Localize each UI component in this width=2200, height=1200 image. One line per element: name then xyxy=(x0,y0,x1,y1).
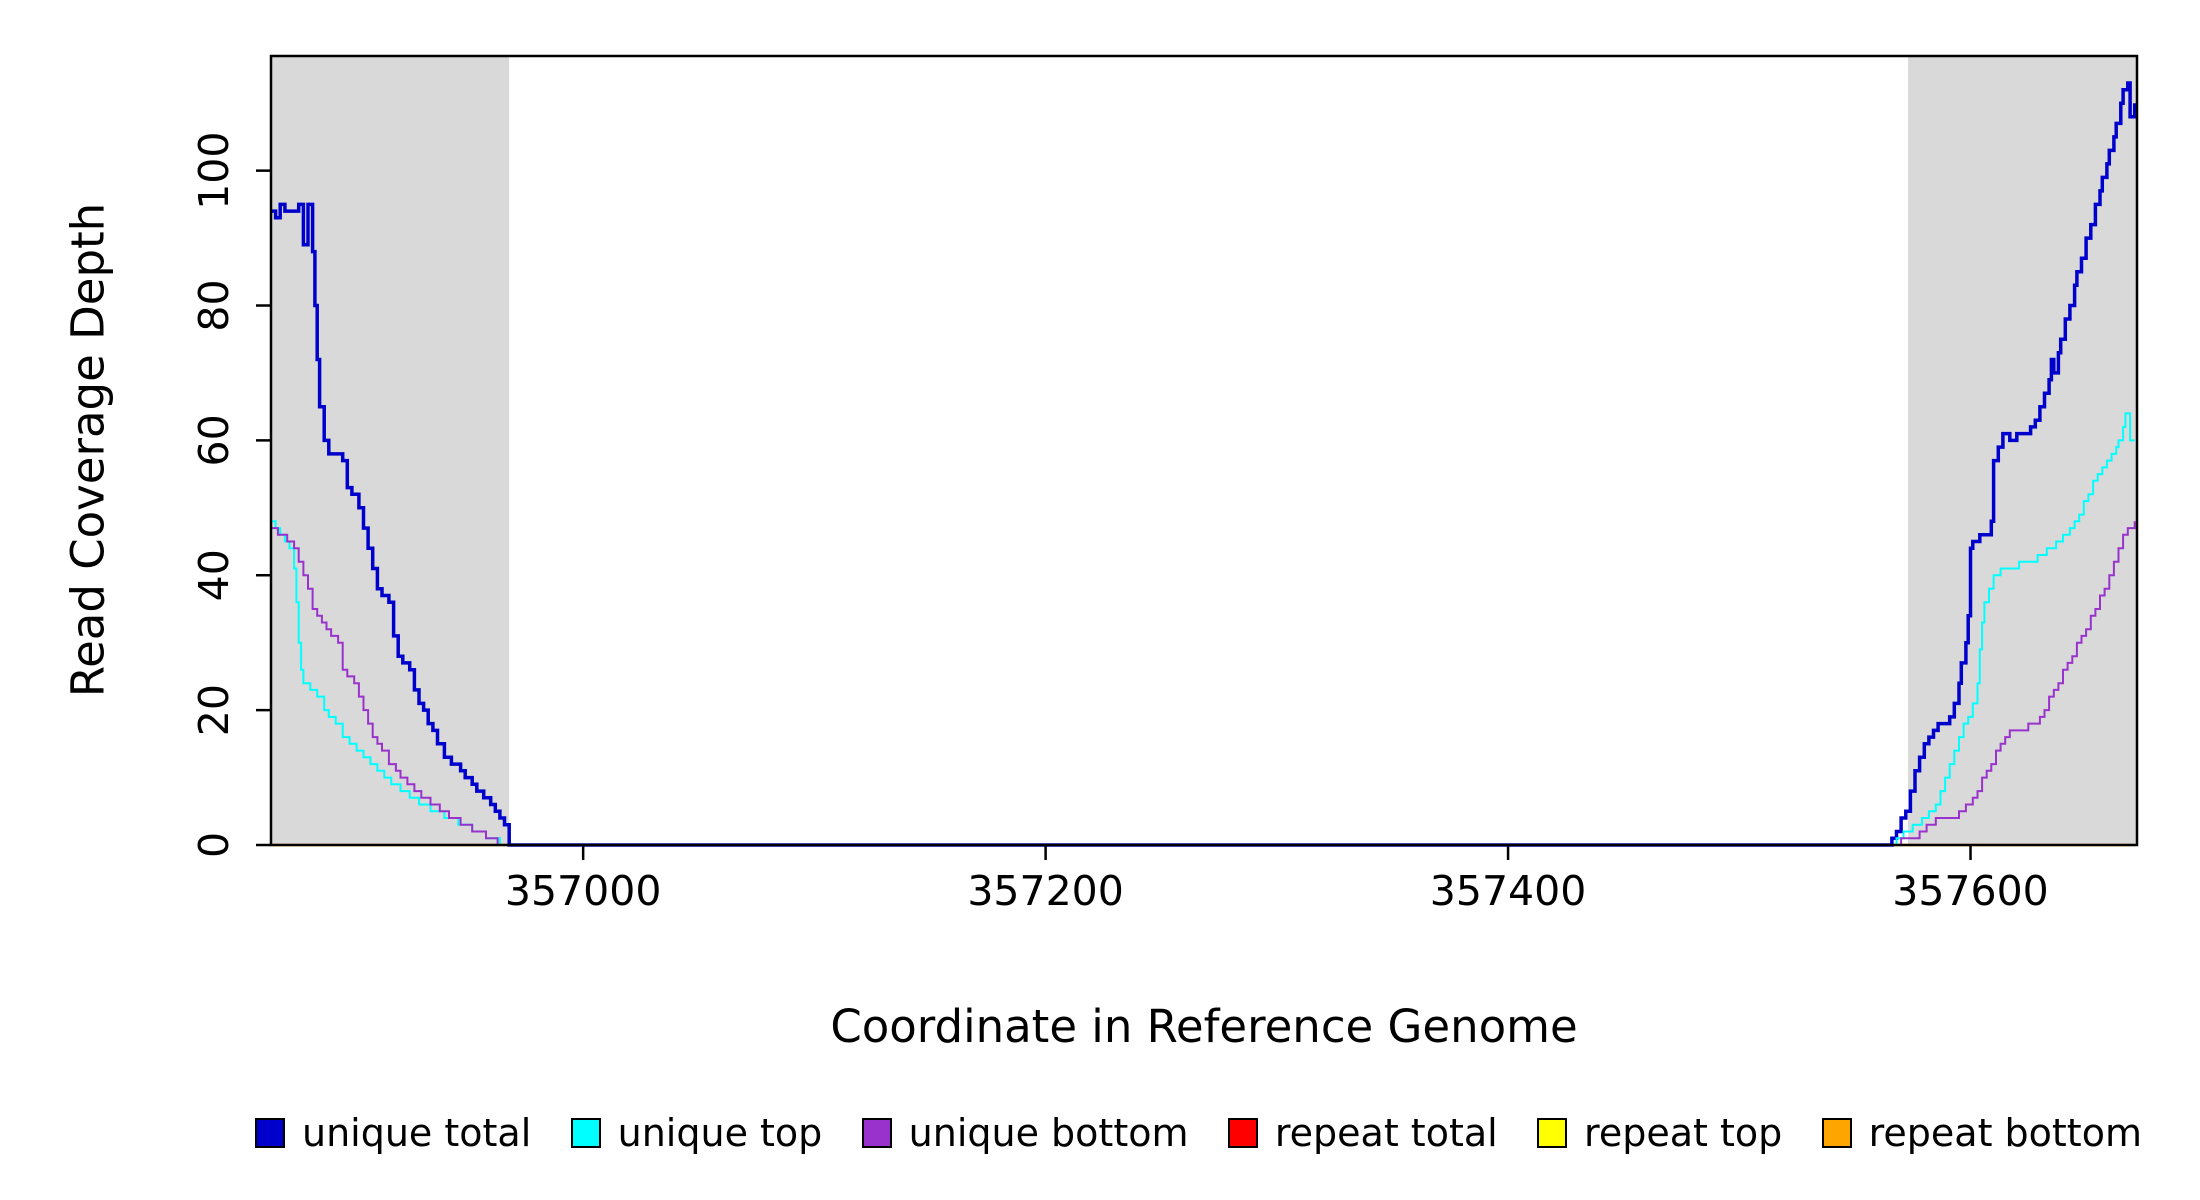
x-tick-label: 357200 xyxy=(967,867,1124,915)
series-line-unique-bottom xyxy=(271,521,2136,846)
legend-label: repeat top xyxy=(1584,1111,1783,1155)
legend-item-repeat-total: repeat total xyxy=(1227,1109,1498,1157)
legend-swatch xyxy=(861,1118,892,1148)
legend-label: repeat total xyxy=(1274,1111,1498,1155)
legend-item-unique-bottom: unique bottom xyxy=(861,1109,1189,1157)
series-line-unique-top xyxy=(271,412,2135,846)
x-axis-title: Coordinate in Reference Genome xyxy=(830,1000,1578,1053)
legend-label: repeat bottom xyxy=(1868,1111,2142,1155)
legend-label: unique top xyxy=(617,1111,823,1155)
y-tick-label: 80 xyxy=(190,279,238,331)
x-tick-label: 357400 xyxy=(1430,867,1587,915)
x-tick-label: 357600 xyxy=(1892,867,2049,915)
legend-swatch xyxy=(255,1118,285,1148)
legend-swatch xyxy=(1821,1118,1852,1148)
plot-border xyxy=(269,54,2139,847)
series-line-unique-total xyxy=(271,81,2137,847)
y-axis-title: Read Coverage Depth xyxy=(61,202,115,698)
x-tick-label: 357000 xyxy=(505,867,662,915)
legend-swatch xyxy=(570,1118,601,1148)
legend-item-repeat-top: repeat top xyxy=(1537,1109,1782,1157)
y-tick-label: 0 xyxy=(190,832,238,858)
legend: unique total unique top unique bottom repea… xyxy=(255,1109,2142,1157)
legend-swatch xyxy=(1537,1118,1568,1148)
legend-swatch xyxy=(1227,1118,1258,1148)
y-tick-label: 100 xyxy=(190,132,238,210)
legend-label: unique bottom xyxy=(908,1111,1189,1155)
y-tick-label: 20 xyxy=(190,684,238,736)
shaded-region xyxy=(1908,56,2137,845)
y-tick-label: 60 xyxy=(190,414,238,466)
legend-label: unique total xyxy=(302,1111,532,1155)
shaded-region xyxy=(271,56,510,845)
legend-item-unique-total: unique total xyxy=(255,1109,531,1157)
legend-item-unique-top: unique top xyxy=(570,1109,823,1157)
y-tick-label: 40 xyxy=(190,549,238,601)
legend-item-repeat-bottom: repeat bottom xyxy=(1821,1109,2142,1157)
